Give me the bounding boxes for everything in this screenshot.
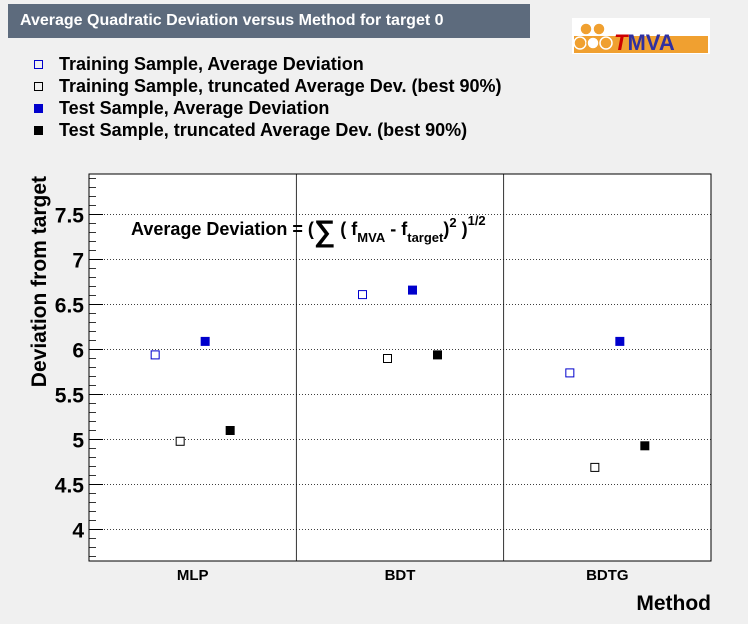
tmva-logo: TMVA bbox=[572, 18, 710, 54]
open-square-marker bbox=[383, 354, 392, 363]
filled-square-marker bbox=[640, 441, 650, 451]
x-tick-label: MLP bbox=[177, 567, 209, 584]
filled-black-square-marker bbox=[34, 125, 43, 135]
legend-item: Training Sample, truncated Average Dev. … bbox=[30, 75, 501, 97]
open-blue-square-marker bbox=[34, 59, 43, 69]
formula-part-sub2: target bbox=[407, 230, 444, 245]
plot-background bbox=[89, 174, 711, 561]
x-tick-label: BDTG bbox=[586, 567, 629, 584]
filled-square-marker bbox=[408, 285, 417, 295]
y-tick-label: 7.5 bbox=[55, 205, 85, 228]
formula-part-open: ( f bbox=[335, 219, 358, 239]
open-black-square-marker bbox=[34, 81, 43, 91]
formula-part-minus: - f bbox=[385, 219, 408, 239]
formula-part-sup2: 1/2 bbox=[468, 213, 486, 228]
y-tick-label: 6.5 bbox=[55, 295, 85, 318]
filled-square-marker bbox=[200, 336, 210, 346]
svg-text:TMVA: TMVA bbox=[614, 30, 675, 54]
legend-label: Training Sample, truncated Average Dev. … bbox=[59, 75, 502, 96]
x-tick-label: BDT bbox=[385, 567, 416, 584]
filled-square-marker bbox=[225, 426, 235, 435]
formula-part-sub1: MVA bbox=[357, 230, 386, 245]
open-square-marker bbox=[565, 368, 575, 378]
formula-part-prefix: Average Deviation = ( bbox=[131, 219, 314, 239]
formula-part-close: ) bbox=[443, 219, 449, 239]
filled-blue-square-marker bbox=[34, 103, 43, 113]
x-axis-label: Method bbox=[636, 592, 711, 615]
legend-label: Training Sample, Average Deviation bbox=[59, 53, 364, 74]
legend: Training Sample, Average Deviation Train… bbox=[30, 53, 501, 141]
open-square-marker bbox=[150, 350, 160, 360]
filled-square-marker bbox=[433, 350, 442, 360]
y-tick-label: 4.5 bbox=[55, 475, 85, 498]
legend-label: Test Sample, Average Deviation bbox=[59, 97, 330, 118]
y-tick-label: 4 bbox=[72, 520, 84, 543]
legend-item: Training Sample, Average Deviation bbox=[30, 53, 501, 75]
formula-annotation: Average Deviation = (∑ ( fMVA - ftarget)… bbox=[131, 213, 486, 248]
open-square-marker bbox=[358, 290, 367, 300]
y-tick-label: 7 bbox=[72, 250, 84, 273]
formula-part-close2: ) bbox=[457, 219, 468, 239]
y-tick-label: 5.5 bbox=[55, 385, 85, 408]
open-square-marker bbox=[175, 436, 185, 446]
filled-square-marker bbox=[615, 336, 625, 346]
open-square-marker bbox=[590, 462, 600, 472]
plot-frame bbox=[88, 173, 712, 562]
y-tick-label: 6 bbox=[72, 340, 84, 363]
legend-item: Test Sample, truncated Average Dev. (bes… bbox=[30, 119, 501, 141]
legend-label: Test Sample, truncated Average Dev. (bes… bbox=[59, 119, 468, 140]
legend-item: Test Sample, Average Deviation bbox=[30, 97, 501, 119]
y-tick-label: 5 bbox=[72, 430, 84, 453]
formula-part-sum: ∑ bbox=[314, 215, 335, 248]
y-axis-label: Deviation from target bbox=[28, 176, 51, 387]
formula-part-sup1: 2 bbox=[449, 215, 456, 230]
chart-title: Average Quadratic Deviation versus Metho… bbox=[8, 4, 530, 38]
